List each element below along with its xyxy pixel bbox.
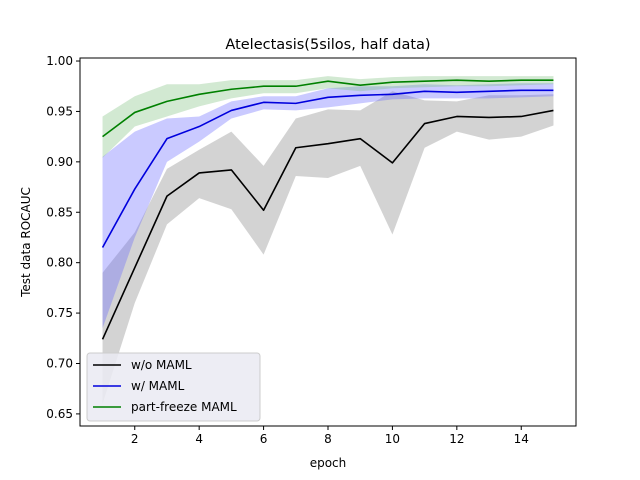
y-tick-label: 0.90 xyxy=(46,155,73,169)
band-series-3 xyxy=(102,76,554,158)
y-tick-label: 0.75 xyxy=(46,306,73,320)
x-axis-label: epoch xyxy=(310,456,347,470)
series-lines xyxy=(101,79,554,340)
x-tick-label: 2 xyxy=(131,432,139,446)
y-axis-label: Test data ROCAUC xyxy=(19,187,33,298)
x-tick-label: 4 xyxy=(195,432,203,446)
y-tick-label: 0.80 xyxy=(46,256,73,270)
x-tick-label: 6 xyxy=(260,432,268,446)
y-tick-label: 0.70 xyxy=(46,356,73,370)
x-tick-label: 14 xyxy=(514,432,529,446)
legend-label: part-freeze MAML xyxy=(131,400,237,414)
y-tick-label: 1.00 xyxy=(46,54,73,68)
chart-title: Atelectasis(5silos, half data) xyxy=(225,37,430,53)
legend-box xyxy=(86,352,261,422)
x-tick-label: 12 xyxy=(449,432,464,446)
x-tick-label: 10 xyxy=(385,432,400,446)
band-series-1 xyxy=(102,91,554,404)
line-series-2 xyxy=(101,89,554,248)
legend-label: w/ MAML xyxy=(131,379,185,393)
legend-label: w/o MAML xyxy=(131,358,192,372)
y-tick-label: 0.85 xyxy=(46,205,73,219)
legend: w/o MAML w/ MAML part-freeze MAML xyxy=(86,352,261,422)
y-tick-label: 0.65 xyxy=(46,407,73,421)
confidence-bands xyxy=(102,76,554,404)
x-tick-label: 8 xyxy=(324,432,332,446)
y-axis: 0.65 0.70 0.75 0.80 0.85 0.90 0.95 1.00 xyxy=(46,54,80,421)
line-series-1 xyxy=(101,109,554,340)
line-series-3 xyxy=(102,79,554,138)
x-axis: 2 4 6 8 10 12 14 xyxy=(131,426,529,446)
y-tick-label: 0.95 xyxy=(46,104,73,118)
